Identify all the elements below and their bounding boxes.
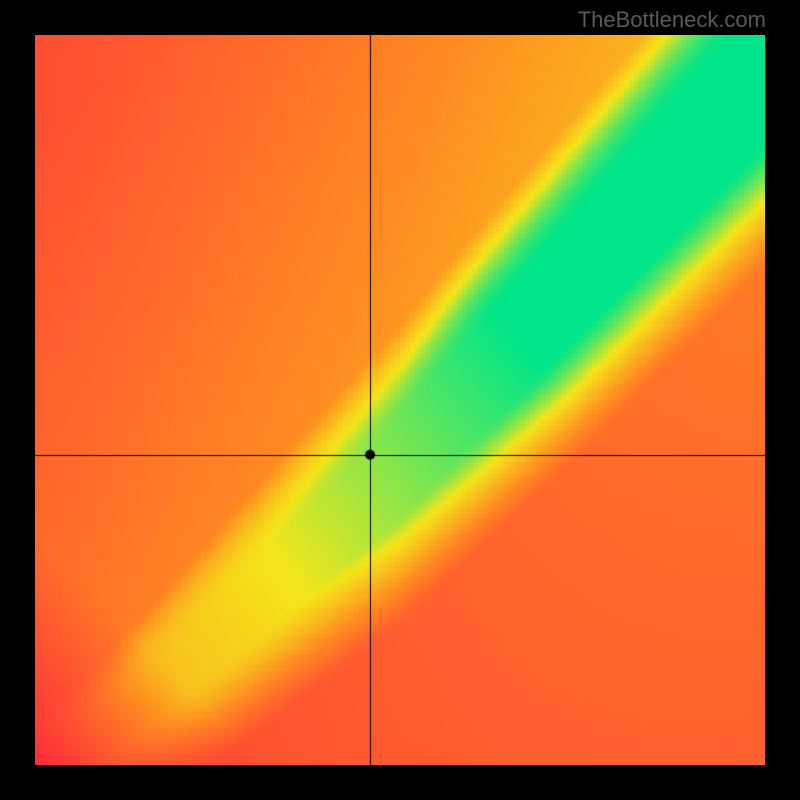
- chart-root: { "watermark": { "text": "TheBottleneck.…: [0, 0, 800, 800]
- watermark-text: TheBottleneck.com: [578, 7, 766, 33]
- bottleneck-heatmap: [35, 35, 765, 765]
